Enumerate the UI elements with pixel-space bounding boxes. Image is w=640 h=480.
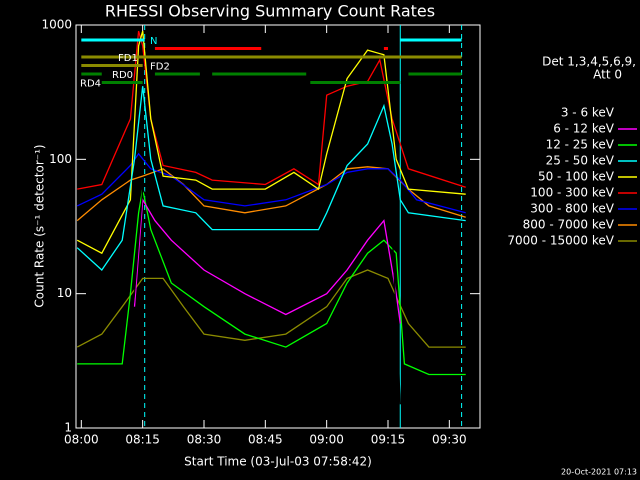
legend-label: 12 - 25 keV	[546, 138, 615, 152]
legend-label: 100 - 300 keV	[530, 186, 614, 200]
legend-label: 7000 - 15000 keV	[507, 234, 614, 248]
flag-label: FD1	[118, 53, 138, 64]
y-tick-label: 1000	[41, 18, 72, 32]
flag-label: N	[150, 36, 157, 47]
x-tick-label: 09:00	[309, 433, 344, 447]
legend-label: 25 - 50 keV	[546, 154, 615, 168]
x-tick-label: 08:30	[187, 433, 222, 447]
footer: 20-Oct-2021 07:13	[561, 468, 637, 477]
legend-header: Att 0	[593, 68, 622, 82]
series-line	[76, 166, 466, 222]
x-tick-label: 09:30	[432, 433, 467, 447]
series-line	[76, 269, 466, 348]
x-tick-label: 09:15	[371, 433, 406, 447]
legend-label: 6 - 12 keV	[553, 122, 615, 136]
series-line	[121, 186, 401, 405]
flag-label: FD2	[150, 62, 170, 73]
series-line	[76, 30, 466, 255]
x-tick-label: 08:45	[248, 433, 283, 447]
y-tick-label: 1	[64, 421, 72, 435]
series-line	[133, 197, 401, 324]
x-tick-label: 08:15	[125, 433, 160, 447]
legend-header: Det 1,3,4,5,6,9,	[542, 55, 636, 69]
legend-label: 800 - 7000 keV	[523, 218, 615, 232]
x-axis-label: Start Time (03-Jul-03 07:58:42)	[184, 455, 372, 469]
legend-label: 3 - 6 keV	[561, 106, 615, 120]
y-axis-label: Count Rate (s⁻¹ detector⁻¹)	[33, 144, 47, 307]
chart-title: RHESSI Observing Summary Count Rates	[105, 2, 435, 21]
y-tick-label: 10	[57, 286, 72, 300]
flag-label: RD4	[80, 79, 101, 90]
series-line	[77, 188, 466, 376]
y-tick-label: 100	[49, 152, 72, 166]
series-line	[76, 152, 466, 214]
legend-label: 300 - 800 keV	[530, 202, 614, 216]
plot-frame	[75, 24, 481, 429]
legend-label: 50 - 100 keV	[538, 170, 615, 184]
flag-label: RD0	[112, 70, 133, 81]
series-line	[76, 86, 466, 271]
series-line	[77, 30, 466, 190]
x-tick-label: 08:00	[64, 433, 99, 447]
